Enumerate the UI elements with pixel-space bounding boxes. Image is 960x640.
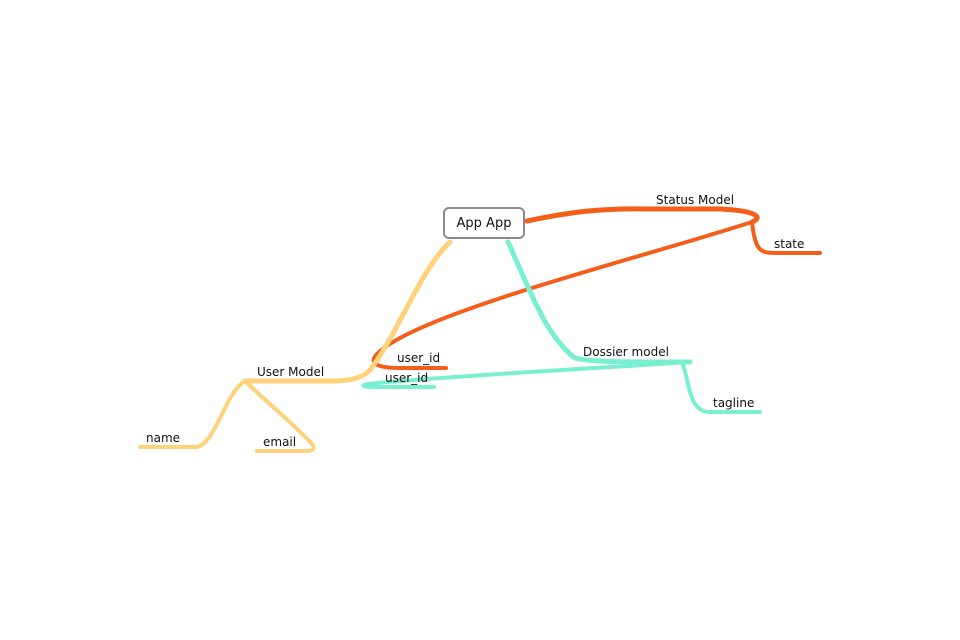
branch-tagline (680, 360, 762, 414)
branch-status-model (524, 206, 760, 225)
branch-dossier-user-id (361, 360, 692, 389)
node-email[interactable]: email (263, 435, 297, 449)
branch-name (138, 379, 247, 449)
branch-email (243, 379, 316, 453)
node-status-user-id[interactable]: user_id (397, 351, 441, 365)
root-node[interactable]: App App (443, 207, 525, 239)
node-user-model[interactable]: User Model (257, 365, 325, 379)
node-dossier-model[interactable]: Dossier model (583, 345, 669, 359)
branch-dossier-model (505, 239, 693, 365)
branch-user-model (242, 239, 453, 384)
branch-state (750, 220, 822, 255)
node-tagline[interactable]: tagline (713, 396, 755, 410)
root-node-label: App App (456, 215, 512, 231)
node-name[interactable]: name (146, 431, 181, 445)
node-status-model[interactable]: Status Model (656, 193, 735, 207)
node-state[interactable]: state (774, 237, 805, 251)
node-dossier-user-id[interactable]: user_id (385, 371, 429, 385)
